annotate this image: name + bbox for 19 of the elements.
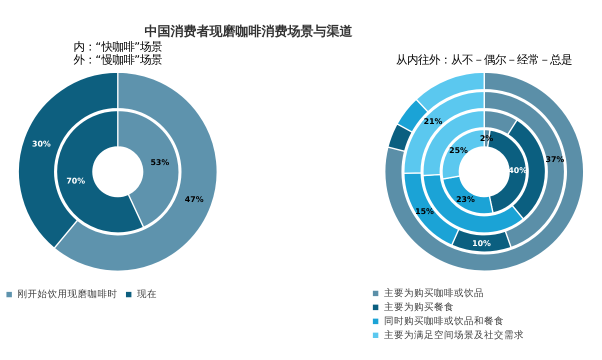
chart-subtitle: 从内往外：从不－偶尔－经常－总是 <box>396 52 572 67</box>
legend-label: 现在 <box>136 288 157 300</box>
legend-label: 同时购买咖啡或饮品和餐食 <box>384 314 504 327</box>
legend-label: 主要为满足空间场景及社交需求 <box>384 328 524 341</box>
legend-label: 刚开始饮用现磨咖啡时 <box>17 288 118 300</box>
text: 中国消费者现磨咖啡消费场景与渠道 <box>144 24 354 40</box>
data-label: 53% <box>150 158 170 168</box>
data-label: 30% <box>32 140 51 149</box>
text: 外：“慢咖啡”场景 <box>73 52 162 67</box>
data-label: 70% <box>66 176 86 186</box>
data-label: 23% <box>456 195 475 204</box>
legend-label: 主要为购买咖啡或饮品 <box>384 287 484 300</box>
legend-label: 主要为购买餐食 <box>384 301 454 314</box>
data-label: 25% <box>449 146 468 155</box>
data-label: 47% <box>184 194 204 204</box>
data-label: 15% <box>415 207 434 216</box>
text: 内：“快咖啡”场景 <box>73 39 162 54</box>
data-label: 21% <box>424 117 443 126</box>
data-label: 10% <box>472 238 492 248</box>
